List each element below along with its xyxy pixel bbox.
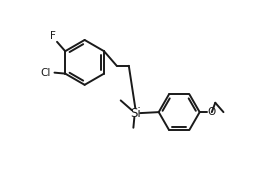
Text: Cl: Cl: [41, 68, 51, 78]
Text: Si: Si: [130, 107, 141, 120]
Text: O: O: [208, 106, 216, 117]
Text: F: F: [50, 31, 56, 41]
